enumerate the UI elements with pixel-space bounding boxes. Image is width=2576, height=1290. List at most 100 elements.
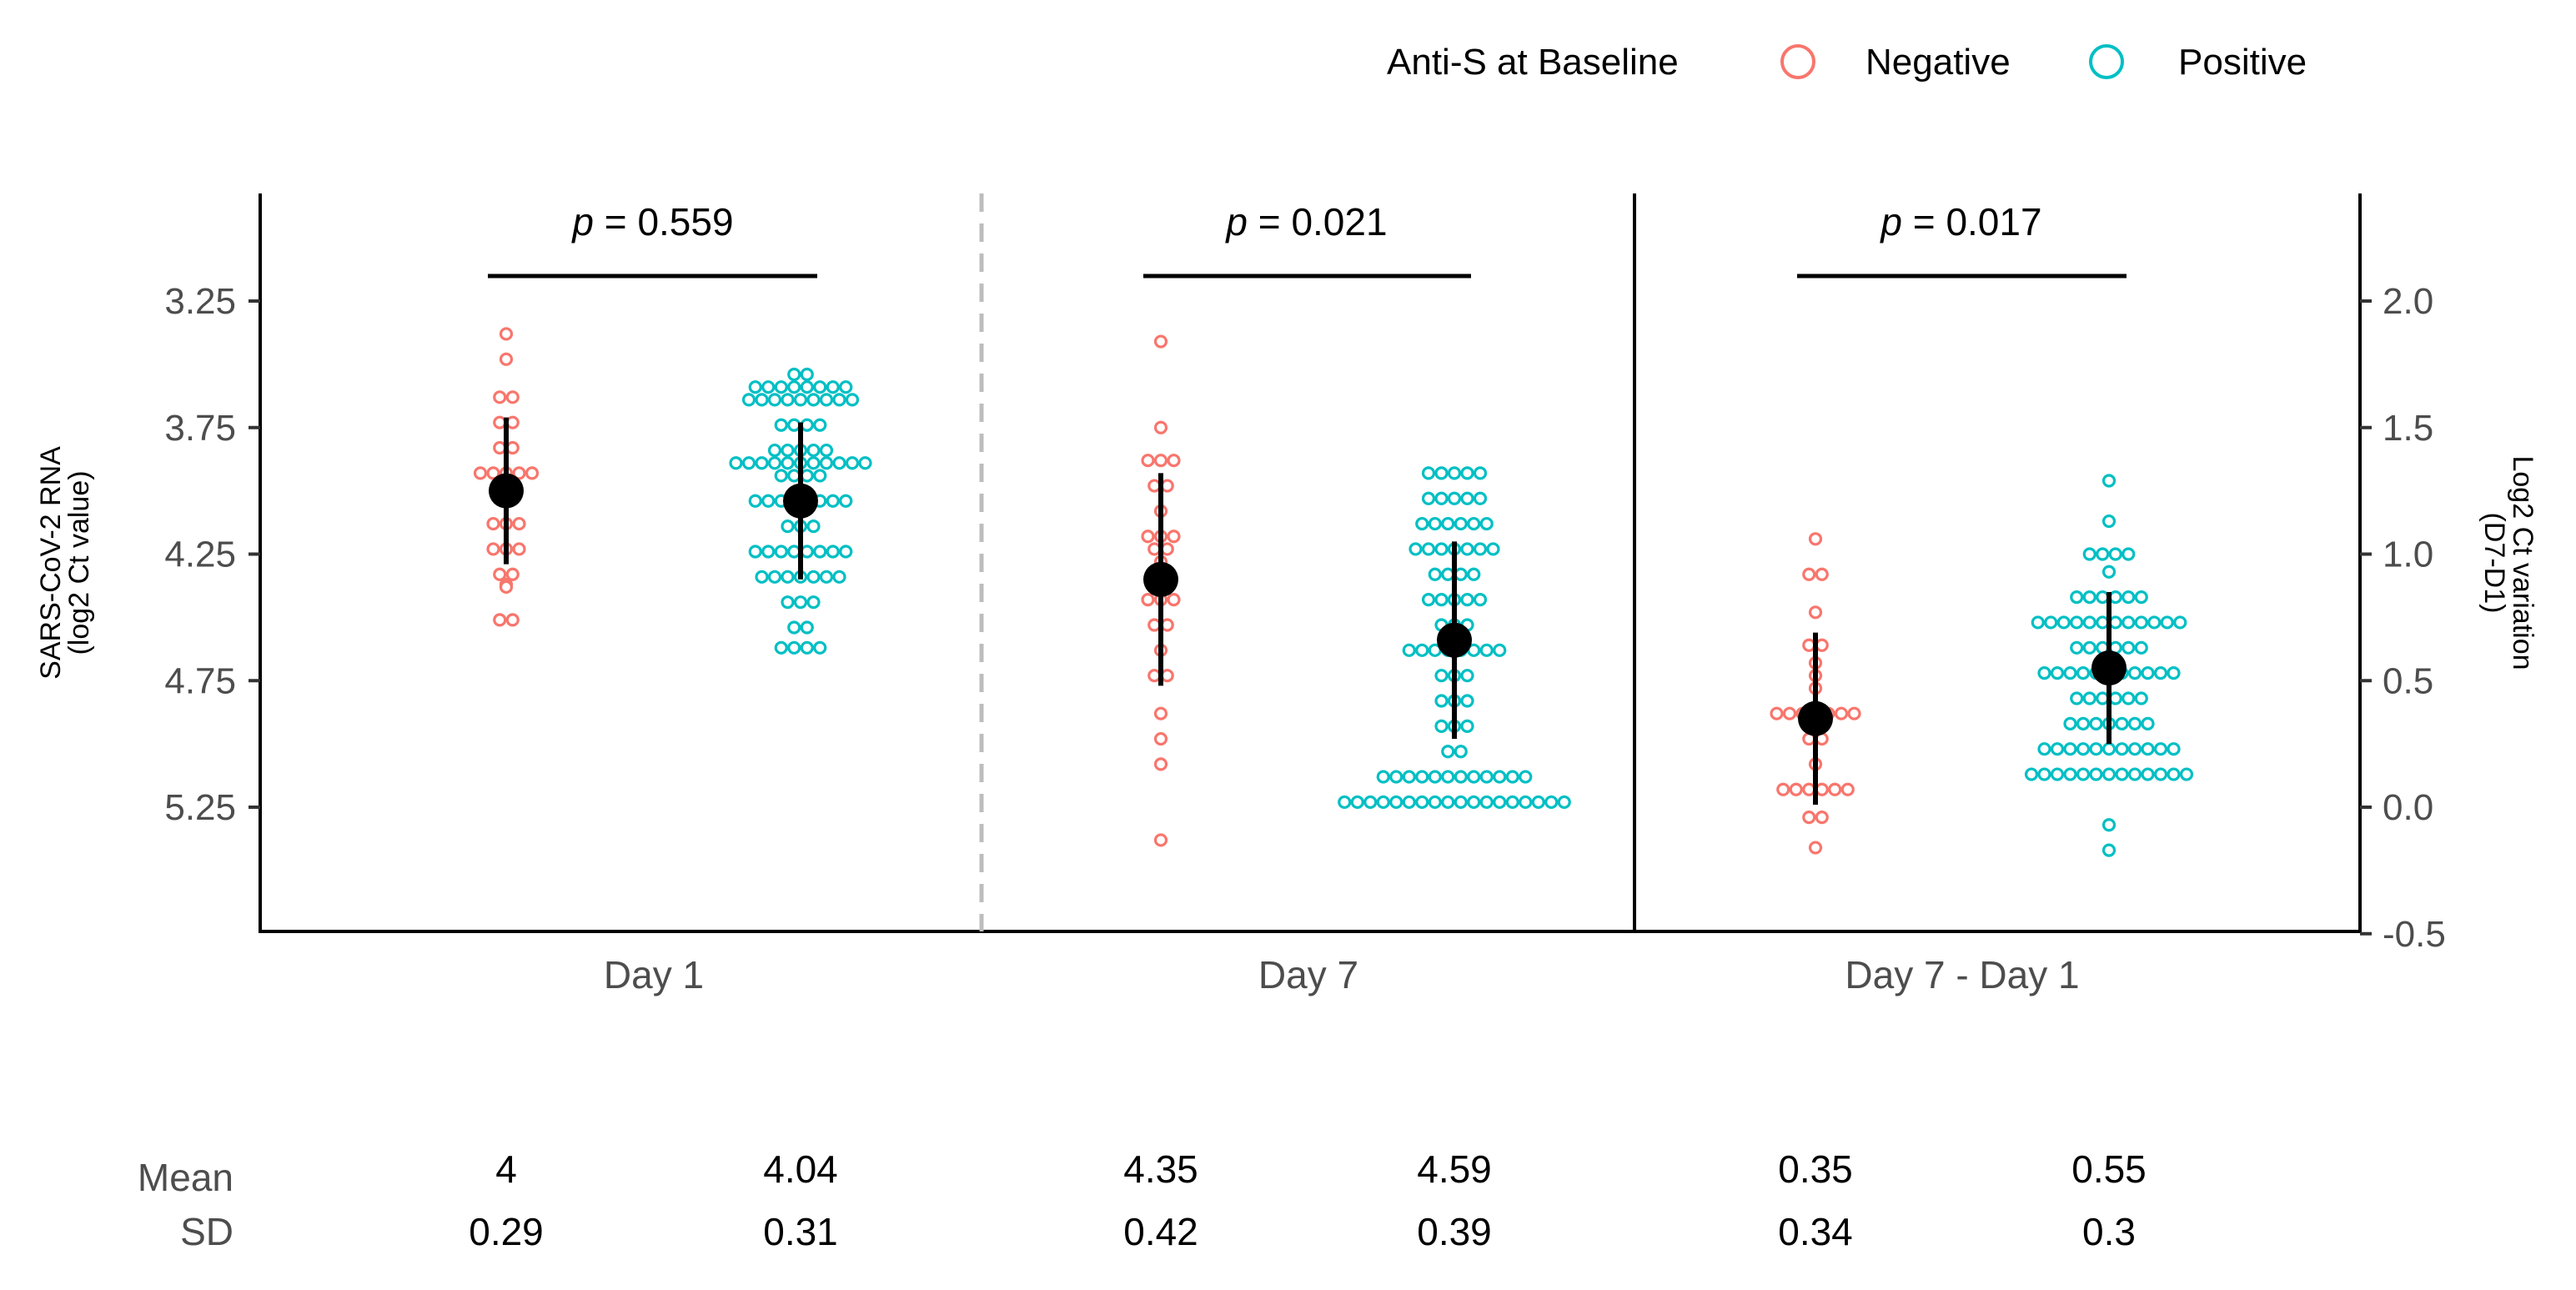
data-point bbox=[2179, 767, 2194, 781]
x-category-day1: Day 1 bbox=[604, 953, 704, 996]
data-point bbox=[793, 393, 808, 407]
data-point bbox=[767, 570, 782, 584]
mean-day7-negative: 4.35 bbox=[1123, 1147, 1198, 1191]
data-point bbox=[1415, 516, 1429, 531]
data-point bbox=[1434, 694, 1449, 708]
left-tick-label: 3.25 bbox=[164, 281, 236, 322]
data-point bbox=[2096, 691, 2110, 705]
data-point bbox=[2122, 590, 2136, 605]
left-tick-label: 4.75 bbox=[164, 660, 236, 701]
data-point bbox=[787, 380, 801, 394]
data-point bbox=[2044, 615, 2058, 630]
data-point bbox=[832, 456, 846, 470]
data-point bbox=[1493, 795, 1507, 810]
data-point bbox=[493, 613, 507, 627]
data-point bbox=[761, 380, 776, 394]
data-point bbox=[2056, 615, 2071, 630]
data-point bbox=[1460, 593, 1474, 607]
data-point bbox=[1147, 542, 1162, 556]
data-point bbox=[486, 516, 500, 531]
data-point bbox=[1802, 638, 1816, 652]
data-point bbox=[1434, 719, 1449, 733]
data-point bbox=[806, 570, 821, 584]
data-point bbox=[2031, 615, 2045, 630]
data-point bbox=[2167, 666, 2181, 680]
data-point bbox=[781, 520, 795, 534]
mean-marker bbox=[2091, 650, 2127, 686]
data-point bbox=[1479, 770, 1494, 784]
data-point bbox=[2076, 716, 2091, 730]
data-point bbox=[1153, 420, 1168, 434]
data-point bbox=[741, 456, 756, 470]
data-point bbox=[1454, 567, 1468, 581]
data-point bbox=[800, 620, 814, 635]
data-point bbox=[499, 352, 514, 366]
data-point bbox=[839, 545, 853, 559]
legend-positive-label: Positive bbox=[2178, 42, 2307, 83]
data-point bbox=[1428, 795, 1442, 810]
data-point bbox=[1147, 618, 1162, 632]
legend-negative-label: Negative bbox=[1865, 42, 2011, 83]
data-point bbox=[2134, 615, 2148, 630]
data-point bbox=[774, 380, 788, 394]
data-point bbox=[1167, 454, 1181, 468]
data-point bbox=[2173, 615, 2187, 630]
data-point bbox=[1808, 605, 1823, 620]
data-point bbox=[1415, 643, 1429, 657]
data-point bbox=[512, 466, 526, 480]
data-point bbox=[806, 456, 821, 470]
data-point bbox=[1460, 694, 1474, 708]
data-point bbox=[1141, 530, 1155, 544]
data-point bbox=[1815, 811, 1829, 825]
data-point bbox=[2101, 514, 2117, 529]
data-point bbox=[1441, 567, 1455, 581]
data-point bbox=[2101, 565, 2117, 579]
data-point bbox=[2160, 615, 2174, 630]
data-point bbox=[2153, 742, 2168, 756]
right-tick-label: 0.0 bbox=[2383, 787, 2433, 828]
data-point bbox=[2082, 590, 2096, 605]
data-point bbox=[845, 456, 860, 470]
data-point bbox=[800, 469, 814, 483]
data-points bbox=[473, 327, 2194, 857]
data-point bbox=[1467, 795, 1481, 810]
data-point bbox=[1479, 795, 1494, 810]
mean-marker bbox=[1437, 622, 1472, 658]
data-point bbox=[1460, 669, 1474, 683]
mean-marker bbox=[1798, 700, 1833, 736]
data-point bbox=[1421, 542, 1436, 556]
data-point bbox=[1147, 669, 1162, 683]
data-point bbox=[800, 418, 814, 432]
data-point bbox=[781, 443, 795, 458]
right-axis-title-line2: (D7-D1) bbox=[2478, 513, 2510, 614]
left-axis-title: SARS-CoV-2 RNA (log2 Ct value) bbox=[35, 446, 95, 680]
data-point bbox=[781, 570, 795, 584]
data-point bbox=[486, 542, 500, 556]
p-text-diff: p = 0.017 bbox=[1879, 200, 2041, 243]
data-point bbox=[1815, 638, 1829, 652]
data-point bbox=[813, 418, 827, 432]
mean-day7-positive: 4.59 bbox=[1417, 1147, 1492, 1191]
data-point bbox=[767, 443, 782, 458]
data-point bbox=[761, 494, 776, 508]
data-point bbox=[1434, 542, 1449, 556]
data-point bbox=[1557, 795, 1571, 810]
data-point bbox=[806, 520, 821, 534]
data-point bbox=[800, 640, 814, 655]
data-point bbox=[512, 516, 526, 531]
data-point bbox=[1441, 516, 1455, 531]
data-point bbox=[1376, 770, 1390, 784]
data-point bbox=[1493, 770, 1507, 784]
data-point bbox=[505, 567, 520, 581]
data-point bbox=[774, 545, 788, 559]
data-point bbox=[2141, 666, 2155, 680]
right-tick-label: -0.5 bbox=[2383, 914, 2446, 955]
data-point bbox=[1409, 542, 1423, 556]
data-point bbox=[2108, 691, 2122, 705]
left-tick-label: 3.75 bbox=[164, 408, 236, 449]
data-point bbox=[1460, 466, 1474, 480]
data-point bbox=[1434, 491, 1449, 505]
mean-diff-positive: 0.55 bbox=[2071, 1147, 2147, 1191]
data-point bbox=[806, 393, 821, 407]
